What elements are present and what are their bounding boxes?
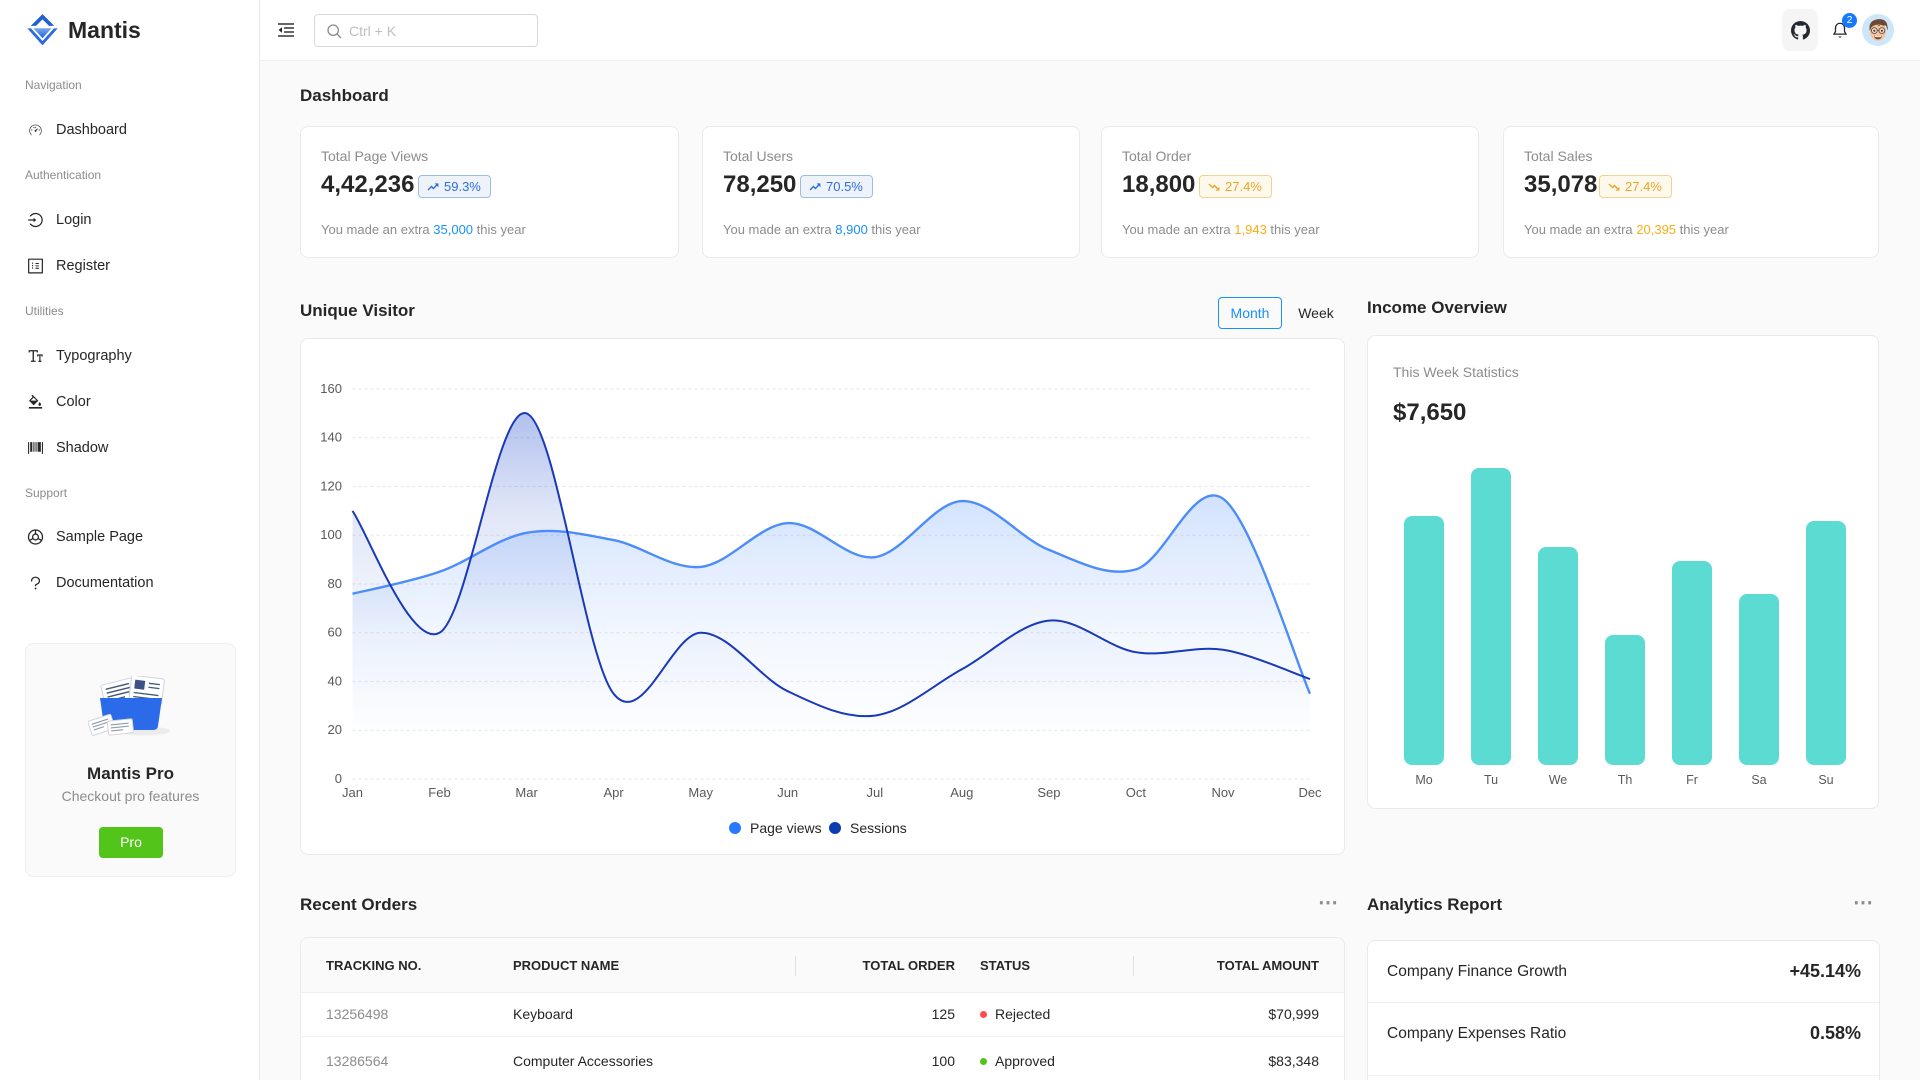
svg-text:80: 80 — [328, 576, 342, 591]
svg-text:Feb: Feb — [428, 785, 450, 800]
svg-text:20: 20 — [328, 722, 342, 737]
svg-text:Mar: Mar — [515, 785, 538, 800]
svg-text:Page views: Page views — [750, 820, 822, 836]
svg-text:Jul: Jul — [866, 785, 883, 800]
svg-text:160: 160 — [320, 381, 342, 396]
svg-text:Aug: Aug — [950, 785, 973, 800]
svg-text:Sep: Sep — [1037, 785, 1060, 800]
svg-text:Jan: Jan — [342, 785, 363, 800]
svg-text:Apr: Apr — [603, 785, 624, 800]
svg-text:May: May — [688, 785, 713, 800]
svg-text:0: 0 — [335, 771, 342, 786]
svg-text:Dec: Dec — [1298, 785, 1322, 800]
svg-text:Jun: Jun — [777, 785, 798, 800]
svg-text:Sessions: Sessions — [850, 820, 907, 836]
svg-text:Oct: Oct — [1126, 785, 1147, 800]
svg-text:60: 60 — [328, 625, 342, 640]
svg-text:40: 40 — [328, 674, 342, 689]
svg-text:Nov: Nov — [1211, 785, 1235, 800]
svg-text:100: 100 — [320, 527, 342, 542]
svg-text:140: 140 — [320, 430, 342, 445]
svg-text:120: 120 — [320, 479, 342, 494]
